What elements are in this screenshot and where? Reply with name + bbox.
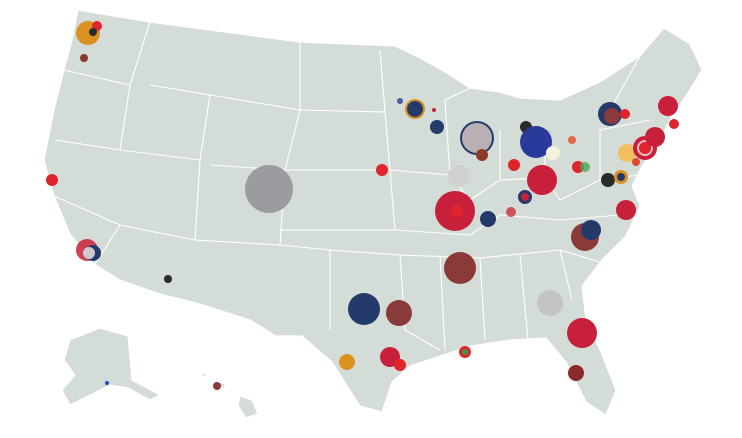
bubble	[432, 108, 436, 112]
bubble	[639, 142, 651, 154]
bubble	[213, 382, 221, 390]
bubbles	[46, 21, 679, 390]
bubble	[567, 318, 597, 348]
bubble	[604, 108, 620, 124]
bubble	[46, 174, 58, 186]
bubble	[601, 173, 615, 187]
bubble	[339, 354, 355, 370]
bubble	[618, 144, 636, 162]
bubble	[568, 365, 584, 381]
bubble	[105, 381, 109, 385]
bubble	[508, 159, 520, 171]
bubble	[451, 205, 463, 217]
bubble	[480, 211, 496, 227]
land	[43, 9, 703, 419]
hawaii	[198, 370, 259, 419]
bubble	[527, 165, 557, 195]
bubble	[580, 162, 590, 172]
bubble	[462, 349, 468, 355]
bubble	[620, 109, 630, 119]
bubble	[430, 120, 444, 134]
bubble	[617, 173, 625, 181]
bubble	[397, 98, 403, 104]
bubble	[632, 158, 640, 166]
bubble	[376, 164, 388, 176]
bubble	[80, 54, 88, 62]
bubble	[568, 136, 576, 144]
bubble	[386, 300, 412, 326]
bubble	[83, 247, 95, 259]
bubble	[348, 293, 380, 325]
bubble	[394, 359, 406, 371]
bubble	[658, 96, 678, 116]
bubble	[581, 220, 601, 240]
bubble	[407, 101, 423, 117]
bubble	[616, 200, 636, 220]
bubble	[164, 275, 172, 283]
bubble	[462, 123, 492, 153]
bubble	[89, 28, 97, 36]
bubble	[448, 165, 470, 187]
bubble	[537, 290, 563, 316]
bubble	[245, 165, 293, 213]
bubble	[546, 146, 560, 160]
bubble	[645, 127, 665, 147]
bubble	[506, 207, 516, 217]
bubble	[521, 193, 529, 201]
bubble	[444, 252, 476, 284]
bubble	[669, 119, 679, 129]
bubble	[520, 126, 552, 158]
bubble	[476, 149, 488, 161]
contiguous-us	[43, 9, 703, 416]
alaska	[61, 327, 162, 406]
